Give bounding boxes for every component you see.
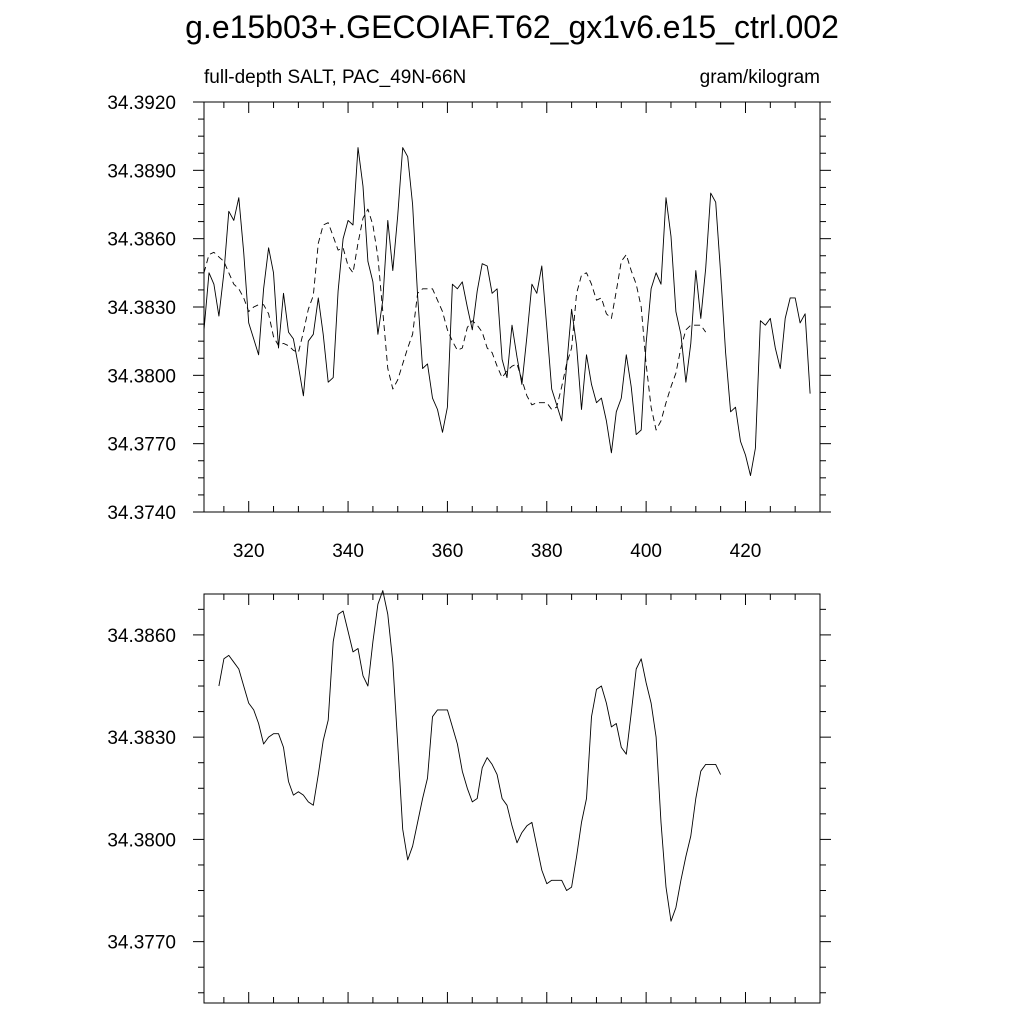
y-tick-label: 34.3740	[107, 503, 176, 524]
x-tick-label: 340	[332, 541, 364, 562]
x-tick-label: 380	[531, 541, 563, 562]
y-tick-label: 34.3800	[107, 830, 176, 851]
series-raw-line	[203, 147, 811, 477]
y-tick-label: 34.3830	[107, 728, 176, 749]
x-tick-label: 360	[432, 541, 464, 562]
y-tick-label: 34.3770	[107, 435, 176, 456]
y-tick-label: 34.3770	[107, 933, 176, 954]
series-smoothed-line	[203, 208, 707, 431]
y-tick-label: 34.3860	[107, 230, 176, 251]
y-tick-label: 34.3890	[107, 161, 176, 182]
y-tick-label: 34.3830	[107, 298, 176, 319]
top-panel: 320 340 360 380 400 420 34.3740 34.3770 34.3800 3…	[107, 93, 831, 562]
plot-frame	[203, 101, 821, 513]
y-tick-label: 34.3920	[107, 93, 176, 114]
y-tick-label: 34.3800	[107, 366, 176, 387]
figure-title: g.e15b03+.GECOIAF.T62_gx1v6.e15_ctrl.002	[185, 9, 839, 45]
y-tick-label: 34.3860	[107, 626, 176, 647]
plot-frame	[203, 593, 821, 1004]
units-label: gram/kilogram	[700, 67, 820, 88]
variable-label: full-depth SALT, PAC_49N-66N	[204, 67, 466, 88]
x-tick-label: 320	[233, 541, 265, 562]
x-tick-label: 400	[630, 541, 662, 562]
x-tick-label: 420	[730, 541, 762, 562]
bottom-panel: 34.3770 34.3800 34.3830 34.3860	[107, 590, 831, 1004]
series-smoothed-line	[218, 590, 722, 922]
